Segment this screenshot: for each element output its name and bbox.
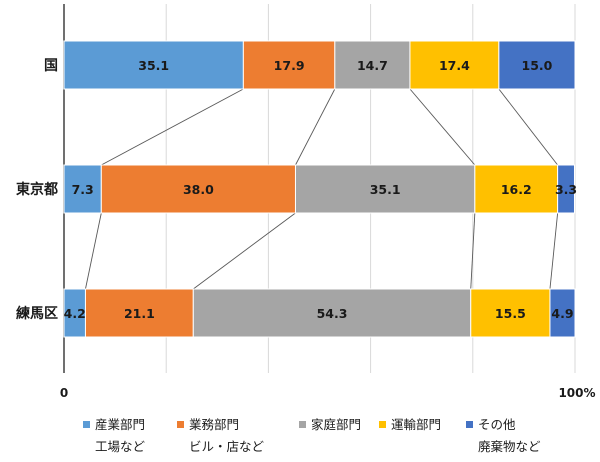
category-label: 東京都: [16, 181, 58, 198]
bar-segment: [63, 164, 102, 214]
legend-swatch: [299, 421, 306, 428]
connector-line: [295, 88, 336, 166]
data-label: 35.1: [370, 182, 401, 197]
bar-segment: [470, 288, 551, 338]
legend-label: 業務部門: [189, 417, 239, 432]
data-label: 17.4: [439, 58, 470, 73]
data-label: 15.0: [522, 58, 553, 73]
x-tick-label: 100%: [558, 386, 595, 400]
legend-sublabel: 廃棄物など: [478, 439, 541, 454]
connector-line: [85, 212, 102, 290]
bar-segment: [84, 288, 194, 338]
legend-swatch: [466, 421, 473, 428]
legend-sublabel: ビル・店など: [189, 439, 265, 454]
bar-segment: [498, 40, 576, 90]
data-label: 7.3: [72, 182, 94, 197]
bar-segment: [192, 288, 472, 338]
x-tick-label: 0: [60, 386, 68, 400]
data-label: 35.1: [138, 58, 169, 73]
bar-segment: [549, 288, 576, 338]
connector-line: [193, 212, 296, 290]
data-label: 15.5: [495, 306, 526, 321]
data-label: 17.9: [274, 58, 305, 73]
legend-sublabel: 工場など: [95, 439, 146, 454]
category-label: 国: [44, 58, 58, 74]
bar-segment: [294, 164, 476, 214]
bar-series: [63, 40, 576, 338]
category-label: 練馬区: [16, 305, 58, 322]
bar-segment: [100, 164, 296, 214]
data-label: 14.7: [357, 58, 388, 73]
legend-label: その他: [478, 417, 516, 432]
connector-line: [409, 88, 476, 166]
data-label: 38.0: [183, 182, 214, 197]
connector-line: [498, 88, 558, 166]
legend-swatch: [177, 421, 184, 428]
bar-segment: [474, 164, 559, 214]
connector-line: [101, 88, 244, 166]
connector-line: [549, 212, 559, 290]
x-axis-ticks: 0 100%: [60, 386, 596, 400]
connector-line: [470, 212, 476, 290]
legend-swatch: [379, 421, 386, 428]
bar-segment: [557, 164, 575, 214]
data-label: 4.2: [64, 306, 86, 321]
data-label: 4.9: [551, 306, 573, 321]
connector-lines: [85, 88, 559, 290]
legend-label: 家庭部門: [311, 417, 361, 432]
data-label: 54.3: [317, 306, 348, 321]
data-label: 16.2: [501, 182, 532, 197]
data-label: 21.1: [124, 306, 155, 321]
legend-label: 産業部門: [95, 417, 145, 432]
legend-label: 運輸部門: [391, 417, 441, 432]
bar-segment: [334, 40, 411, 90]
data-label: 3.3: [555, 182, 577, 197]
data-labels: 35.1 17.9 14.7 17.4 15.0 7.3 38.0 35.1 16.2 3.3 4.…: [64, 58, 577, 321]
legend-swatch: [83, 421, 90, 428]
